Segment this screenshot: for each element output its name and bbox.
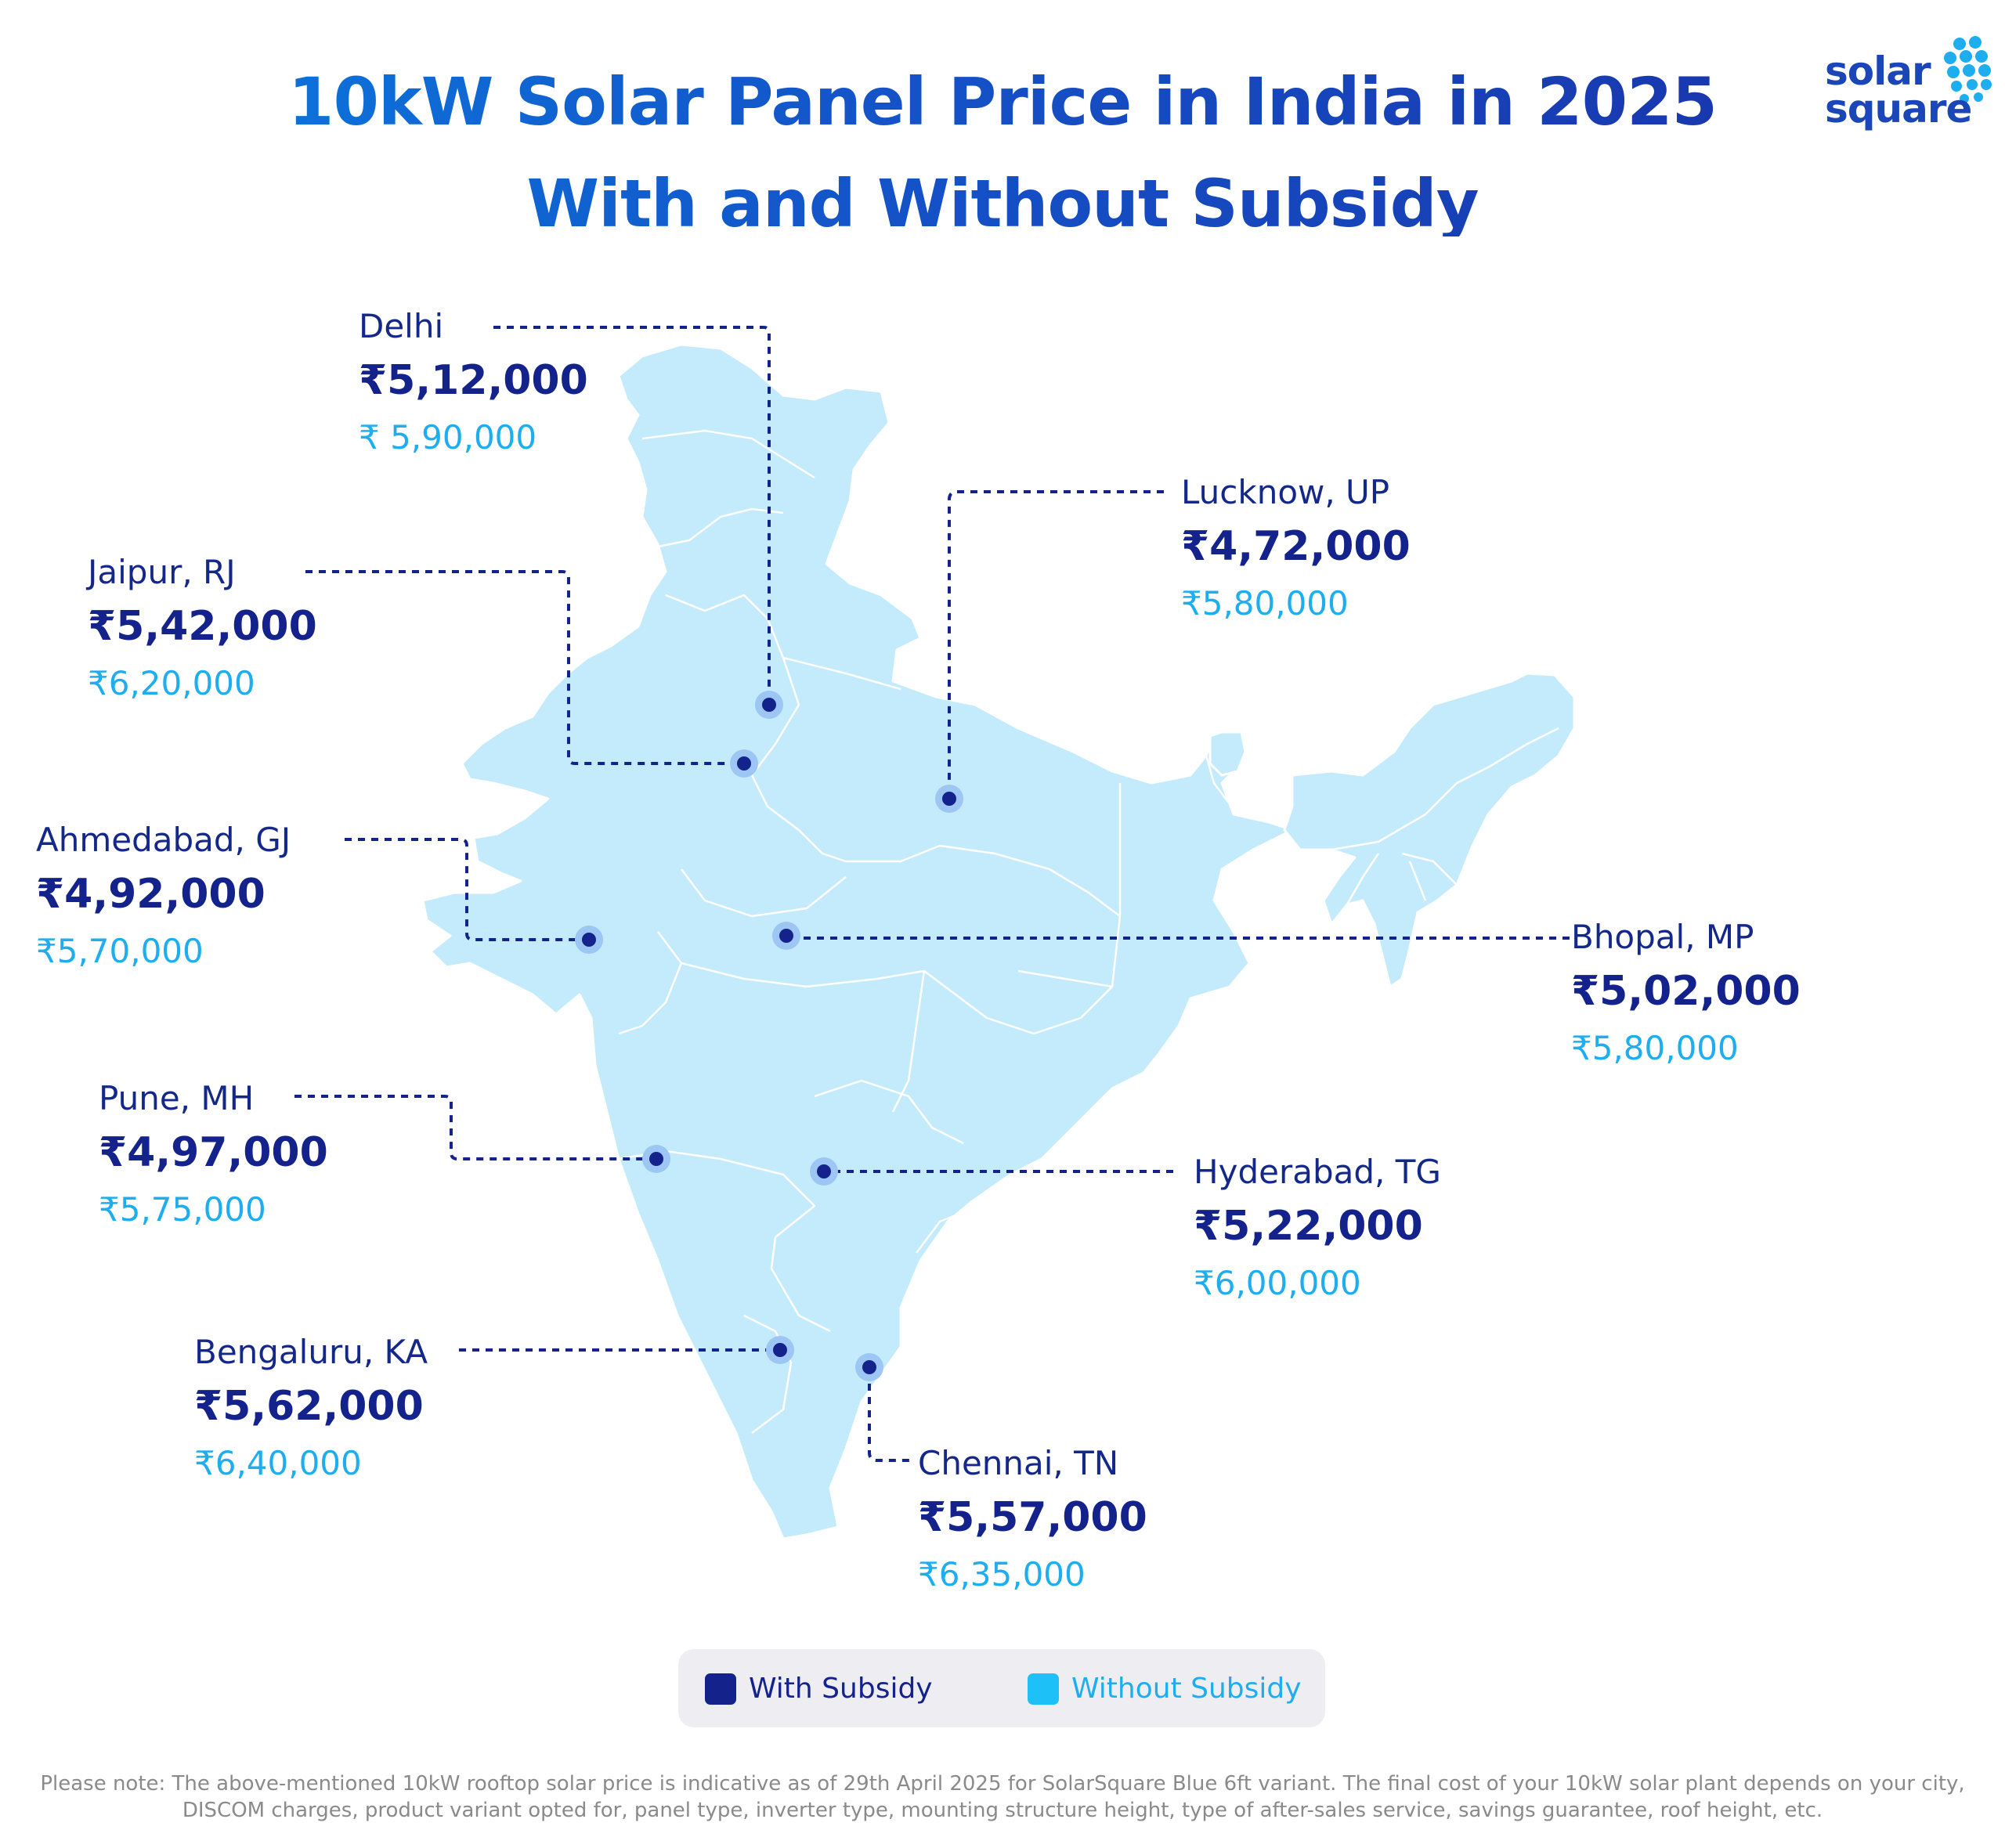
price-without-subsidy: ₹ 5,90,000: [359, 418, 537, 457]
price-with-subsidy: ₹5,62,000: [194, 1383, 424, 1430]
price-with-subsidy: ₹5,12,000: [359, 357, 588, 404]
marker-bengaluru: [766, 1336, 794, 1364]
solarsquare-logo: solar square: [1825, 16, 1997, 133]
price-without-subsidy: ₹6,00,000: [1194, 1264, 1361, 1302]
price-with-subsidy: ₹4,92,000: [36, 871, 266, 918]
connector-pune: [294, 1095, 656, 1160]
connector-lines: [294, 326, 1570, 1462]
city-label-delhi: Delhi ₹5,12,000 ₹ 5,90,000: [359, 310, 588, 454]
city-name: Hyderabad, TG: [1194, 1153, 1441, 1191]
legend-label-without-subsidy: Without Subsidy: [1071, 1673, 1302, 1705]
marker-delhi: [755, 691, 783, 719]
city-name: Chennai, TN: [918, 1444, 1119, 1482]
price-without-subsidy: ₹6,40,000: [194, 1444, 362, 1482]
price-without-subsidy: ₹6,20,000: [88, 664, 255, 702]
city-label-bengaluru: Bengaluru, KA ₹5,62,000 ₹6,40,000: [194, 1336, 428, 1480]
logo-word-square: square: [1825, 86, 1972, 132]
legend-swatch-with-subsidy: [705, 1673, 736, 1705]
legend-item-with-subsidy: With Subsidy: [705, 1673, 933, 1705]
price-with-subsidy: ₹4,72,000: [1181, 523, 1411, 570]
city-label-chennai: Chennai, TN ₹5,57,000 ₹6,35,000: [918, 1447, 1147, 1591]
price-without-subsidy: ₹5,80,000: [1181, 584, 1349, 623]
city-label-lucknow: Lucknow, UP ₹4,72,000 ₹5,80,000: [1181, 476, 1411, 620]
city-name: Lucknow, UP: [1181, 473, 1390, 511]
connector-lucknow: [948, 490, 1164, 799]
legend: With Subsidy Without Subsidy: [678, 1649, 1325, 1727]
footnote: Please note: The above-mentioned 10kW ro…: [40, 1772, 1965, 1822]
connector-jaipur: [305, 570, 744, 765]
price-with-subsidy: ₹5,22,000: [1194, 1203, 1423, 1250]
solar-grid-icon: [1944, 36, 1992, 103]
page-title: 10kW Solar Panel Price in India in 2025: [0, 69, 2005, 135]
city-label-bhopal: Bhopal, MP ₹5,02,000 ₹5,80,000: [1571, 921, 1801, 1065]
city-name: Pune, MH: [99, 1079, 255, 1117]
marker-ahmedabad: [575, 926, 603, 954]
city-label-pune: Pune, MH ₹4,97,000 ₹5,75,000: [99, 1082, 328, 1226]
legend-label-with-subsidy: With Subsidy: [749, 1673, 933, 1705]
state-borders: [618, 429, 1559, 1434]
city-label-ahmedabad: Ahmedabad, GJ ₹4,92,000 ₹5,70,000: [36, 824, 291, 968]
india-northeast-shape: [1283, 672, 1576, 988]
price-with-subsidy: ₹5,42,000: [88, 603, 317, 650]
city-markers: [575, 691, 963, 1381]
marker-chennai: [855, 1353, 883, 1381]
city-name: Bhopal, MP: [1571, 918, 1754, 956]
price-with-subsidy: ₹4,97,000: [99, 1129, 328, 1176]
page-subtitle: With and Without Subsidy: [0, 171, 2005, 236]
marker-jaipur: [730, 749, 758, 778]
price-with-subsidy: ₹5,57,000: [918, 1494, 1147, 1541]
price-with-subsidy: ₹5,02,000: [1571, 968, 1801, 1015]
legend-item-without-subsidy: Without Subsidy: [1028, 1673, 1302, 1705]
india-mainland-shape: [421, 343, 1294, 1540]
city-name: Delhi: [359, 307, 444, 345]
connector-chennai: [868, 1370, 915, 1462]
city-label-hyderabad: Hyderabad, TG ₹5,22,000 ₹6,00,000: [1194, 1156, 1441, 1300]
city-name: Ahmedabad, GJ: [36, 821, 291, 859]
legend-swatch-without-subsidy: [1028, 1673, 1059, 1705]
city-name: Bengaluru, KA: [194, 1333, 428, 1371]
india-sikkim-shape: [1208, 731, 1247, 777]
marker-lucknow: [935, 785, 963, 813]
city-label-jaipur: Jaipur, RJ ₹5,42,000 ₹6,20,000: [88, 556, 317, 700]
logo-word-solar: solar: [1825, 49, 1931, 94]
marker-pune: [642, 1145, 670, 1173]
marker-bhopal: [772, 922, 800, 950]
price-without-subsidy: ₹5,80,000: [1571, 1029, 1739, 1067]
connector-delhi: [493, 326, 771, 705]
price-without-subsidy: ₹6,35,000: [918, 1555, 1086, 1594]
marker-hyderabad: [810, 1157, 838, 1186]
price-without-subsidy: ₹5,75,000: [99, 1190, 266, 1229]
price-without-subsidy: ₹5,70,000: [36, 932, 204, 970]
city-name: Jaipur, RJ: [88, 553, 236, 591]
